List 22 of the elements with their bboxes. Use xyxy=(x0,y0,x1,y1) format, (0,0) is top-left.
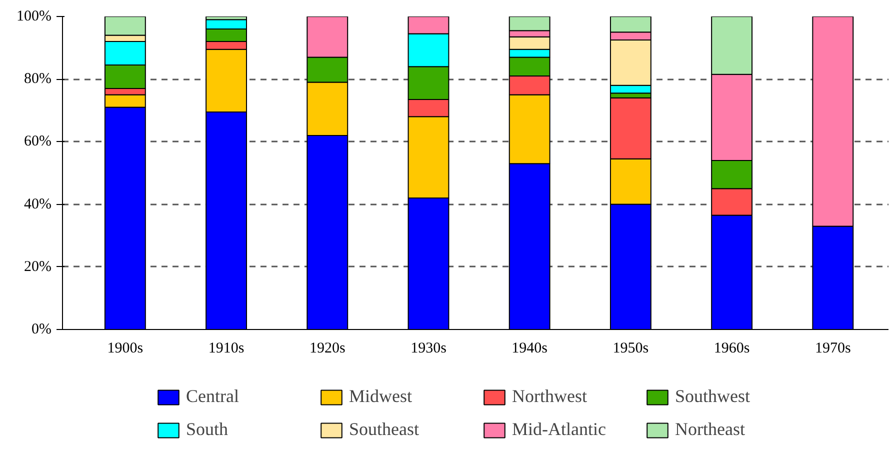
x-tick-label: 1920s xyxy=(309,340,346,356)
x-tick-label: 1950s xyxy=(612,340,649,356)
y-tick-label: 100% xyxy=(16,8,52,24)
legend-label: Mid-Atlantic xyxy=(512,419,607,440)
legend-label: Central xyxy=(186,386,240,407)
legend-label: Southeast xyxy=(349,419,420,440)
y-tick-label: 80% xyxy=(24,71,52,88)
x-tick-label: 1970s xyxy=(814,340,851,356)
legend-label: Northeast xyxy=(675,419,746,440)
x-tick-label: 1940s xyxy=(512,340,548,356)
legend-label: Southwest xyxy=(675,386,752,407)
y-tick-label: 20% xyxy=(24,258,52,275)
x-tick-label: 1900s xyxy=(107,340,144,356)
y-tick-label: 40% xyxy=(24,196,52,212)
legend-label: Midwest xyxy=(349,386,413,407)
x-tick-label: 1930s xyxy=(410,340,447,356)
x-tick-label: 1910s xyxy=(208,340,244,356)
x-tick-label: 1960s xyxy=(714,340,750,356)
y-tick-label: 60% xyxy=(24,134,52,150)
legend-label: South xyxy=(186,419,230,440)
y-tick-label: 0% xyxy=(32,322,52,338)
legend-label: Northwest xyxy=(512,386,588,407)
